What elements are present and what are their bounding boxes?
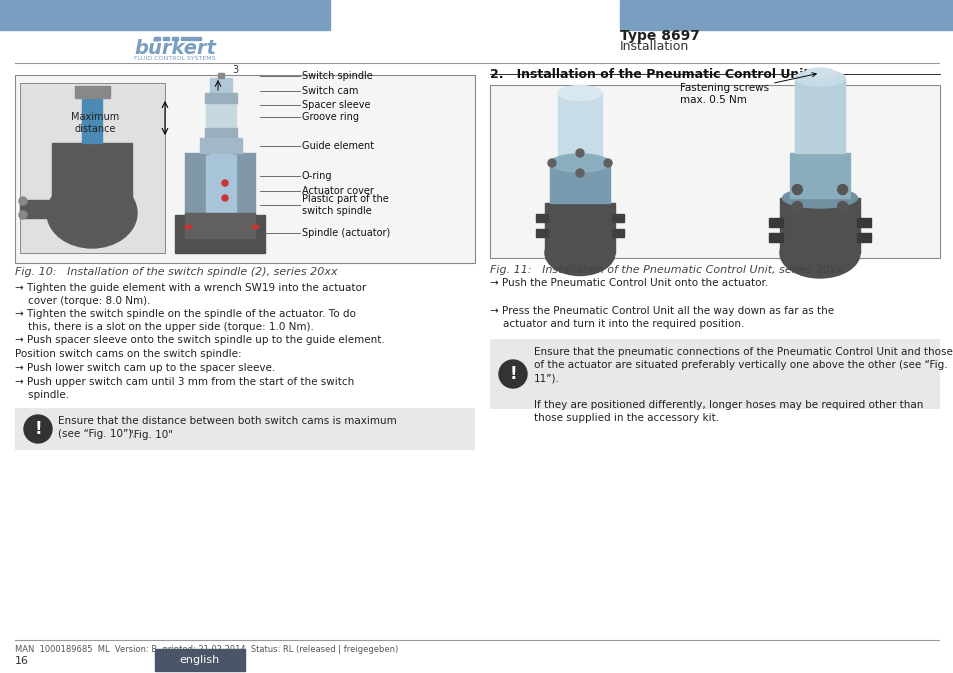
Bar	[218, 73, 224, 78]
Text: Type 8697: Type 8697	[619, 29, 700, 43]
Bar	[794, 78, 844, 153]
Text: !: !	[509, 365, 517, 383]
Circle shape	[222, 195, 228, 201]
Bar	[200, 138, 242, 153]
Bar	[185, 213, 254, 238]
Bar	[75, 86, 110, 98]
Text: Position switch cams on the switch spindle:: Position switch cams on the switch spind…	[15, 349, 241, 359]
Text: Guide element: Guide element	[302, 141, 374, 151]
Text: MAN  1000189685  ML  Version: B  printed: 21.02.2014  Status: RL (released | fre: MAN 1000189685 ML Version: B printed: 21…	[15, 645, 397, 653]
Text: → Push spacer sleeve onto the switch spindle up to the guide element.: → Push spacer sleeve onto the switch spi…	[15, 335, 384, 345]
Text: 2.   Installation of the Pneumatic Control Unit: 2. Installation of the Pneumatic Control…	[490, 68, 808, 81]
Circle shape	[576, 169, 583, 177]
Bar	[206, 155, 235, 215]
Bar	[82, 88, 102, 143]
Bar	[174, 215, 265, 253]
Text: Switch spindle: Switch spindle	[302, 71, 373, 81]
Bar	[15, 408, 475, 450]
Bar	[206, 103, 235, 128]
Bar	[536, 229, 547, 237]
Text: Spacer sleeve: Spacer sleeve	[302, 100, 370, 110]
Text: O-ring: O-ring	[302, 171, 333, 181]
Text: Fig. 10:   Installation of the switch spindle (2), series 20xx: Fig. 10: Installation of the switch spin…	[15, 267, 337, 277]
Text: → Tighten the switch spindle on the spindle of the actuator. To do
    this, the: → Tighten the switch spindle on the spin…	[15, 309, 355, 332]
Circle shape	[837, 184, 846, 194]
Bar	[856, 233, 870, 242]
Text: 16: 16	[15, 656, 29, 666]
Bar	[252, 225, 257, 228]
Text: Groove ring: Groove ring	[302, 112, 358, 122]
Circle shape	[792, 201, 801, 211]
Bar	[550, 163, 609, 203]
Ellipse shape	[544, 230, 615, 275]
Text: → Push lower switch cam up to the spacer sleeve.: → Push lower switch cam up to the spacer…	[15, 363, 275, 373]
Bar	[558, 93, 601, 163]
Ellipse shape	[804, 68, 834, 78]
Bar	[154, 649, 245, 671]
Ellipse shape	[550, 154, 609, 172]
Text: Ensure that the pneumatic connections of the Pneumatic Control Unit and those of: Ensure that the pneumatic connections of…	[534, 347, 952, 423]
Circle shape	[19, 197, 27, 205]
Circle shape	[498, 360, 526, 388]
Bar	[544, 203, 615, 253]
Text: english: english	[180, 655, 220, 665]
Text: Actuator cover: Actuator cover	[302, 186, 374, 196]
Circle shape	[222, 180, 228, 186]
Bar	[20, 83, 165, 253]
Bar	[52, 143, 132, 203]
Text: Spindle (actuator): Spindle (actuator)	[302, 228, 390, 238]
Ellipse shape	[47, 178, 137, 248]
Text: → Press the Pneumatic Control Unit all the way down as far as the
    actuator a: → Press the Pneumatic Control Unit all t…	[490, 306, 833, 329]
Circle shape	[792, 184, 801, 194]
Circle shape	[24, 415, 52, 443]
Bar	[163, 37, 169, 40]
Text: !: !	[34, 420, 42, 438]
Bar	[619, 0, 953, 30]
Circle shape	[837, 201, 846, 211]
Bar	[172, 37, 178, 40]
Ellipse shape	[794, 70, 844, 86]
Bar	[612, 229, 623, 237]
Bar	[490, 85, 939, 258]
Bar	[612, 214, 623, 222]
Bar	[205, 93, 236, 103]
Text: → Tighten the guide element with a wrench SW19 into the actuator
    cover (torq: → Tighten the guide element with a wrenc…	[15, 283, 366, 306]
Bar	[205, 128, 236, 138]
Text: 3: 3	[232, 65, 238, 75]
Bar	[20, 200, 50, 218]
Text: Plastic part of the
switch spindle: Plastic part of the switch spindle	[302, 194, 388, 216]
Circle shape	[603, 159, 612, 167]
Text: Installation: Installation	[619, 40, 688, 52]
Bar	[789, 153, 849, 198]
Bar	[181, 37, 201, 40]
Text: Switch cam: Switch cam	[302, 86, 358, 96]
Bar	[536, 214, 547, 222]
Text: FLUID CONTROL SYSTEMS: FLUID CONTROL SYSTEMS	[134, 57, 215, 61]
Ellipse shape	[780, 228, 859, 278]
Bar	[768, 233, 782, 242]
Bar	[15, 75, 475, 263]
Bar	[210, 78, 232, 223]
Bar	[185, 153, 254, 218]
Text: Fastening screws
max. 0.5 Nm: Fastening screws max. 0.5 Nm	[679, 73, 816, 104]
Text: Ensure that the distance between both switch cams is maximum
(see “Fig. 10”).: Ensure that the distance between both sw…	[58, 416, 396, 439]
Text: Fig. 11:   Installation of the Pneumatic Control Unit, series 20xx: Fig. 11: Installation of the Pneumatic C…	[490, 265, 842, 275]
Text: → Push the Pneumatic Control Unit onto the actuator.: → Push the Pneumatic Control Unit onto t…	[490, 278, 767, 288]
Bar	[780, 198, 859, 253]
Bar	[0, 0, 330, 30]
Ellipse shape	[558, 85, 601, 100]
Circle shape	[19, 211, 27, 219]
Circle shape	[547, 159, 556, 167]
Bar	[153, 37, 160, 40]
Text: bürkert: bürkert	[133, 38, 215, 57]
Text: "Fig. 10": "Fig. 10"	[129, 430, 172, 440]
Ellipse shape	[781, 188, 857, 208]
Text: → Push upper switch cam until 3 mm from the start of the switch
    spindle.: → Push upper switch cam until 3 mm from …	[15, 377, 354, 400]
Bar	[768, 218, 782, 227]
Bar	[490, 339, 939, 409]
Text: Maximum
distance: Maximum distance	[71, 112, 119, 134]
Bar	[856, 218, 870, 227]
Circle shape	[576, 149, 583, 157]
Bar	[185, 225, 191, 228]
